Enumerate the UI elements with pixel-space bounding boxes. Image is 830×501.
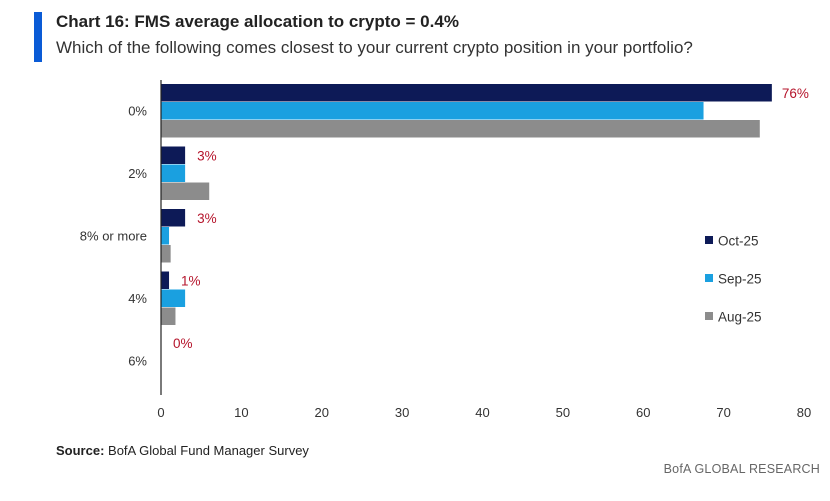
- chart-title: Chart 16: FMS average allocation to cryp…: [56, 12, 459, 31]
- x-tick-label: 70: [716, 405, 730, 420]
- legend-label: Aug-25: [718, 310, 762, 325]
- data-label: 1%: [181, 273, 201, 288]
- bar-aug-25: [161, 182, 210, 200]
- x-tick-label: 10: [234, 405, 248, 420]
- bar-aug-25: [161, 307, 176, 325]
- source-label: Source:: [56, 443, 105, 458]
- category-label: 6%: [128, 353, 147, 368]
- legend-label: Oct-25: [718, 234, 759, 249]
- x-tick-label: 50: [556, 405, 570, 420]
- bar-sep-25: [161, 164, 186, 182]
- bar-aug-25: [161, 245, 171, 263]
- x-tick-label: 80: [797, 405, 811, 420]
- x-tick-label: 30: [395, 405, 409, 420]
- data-label: 0%: [173, 336, 193, 351]
- category-label: 0%: [128, 103, 147, 118]
- source-text: BofA Global Fund Manager Survey: [108, 443, 309, 458]
- legend-label: Sep-25: [718, 272, 762, 287]
- bar-sep-25: [161, 102, 704, 120]
- x-tick-label: 20: [315, 405, 329, 420]
- x-tick-label: 40: [475, 405, 489, 420]
- bar-oct-25: [161, 146, 186, 164]
- data-label: 3%: [197, 148, 217, 163]
- x-tick-label: 0: [157, 405, 164, 420]
- bar-oct-25: [161, 209, 186, 227]
- data-label: 76%: [782, 86, 809, 101]
- category-label: 8% or more: [80, 228, 147, 243]
- data-label: 3%: [197, 211, 217, 226]
- legend-swatch-aug-25: [705, 312, 713, 320]
- bar-sep-25: [161, 289, 186, 307]
- bar-oct-25: [161, 271, 170, 289]
- category-label: 4%: [128, 291, 147, 306]
- footer-brand: BofA GLOBAL RESEARCH: [663, 462, 820, 476]
- chart-subtitle: Which of the following comes closest to …: [56, 38, 693, 57]
- bar-aug-25: [161, 120, 760, 138]
- source-note: Source: BofA Global Fund Manager Survey: [56, 443, 309, 458]
- title-accent-bar: [34, 12, 42, 62]
- legend-swatch-sep-25: [705, 274, 713, 282]
- category-label: 2%: [128, 166, 147, 181]
- bar-sep-25: [161, 227, 170, 245]
- legend-swatch-oct-25: [705, 236, 713, 244]
- bar-oct-25: [161, 84, 772, 102]
- x-tick-label: 60: [636, 405, 650, 420]
